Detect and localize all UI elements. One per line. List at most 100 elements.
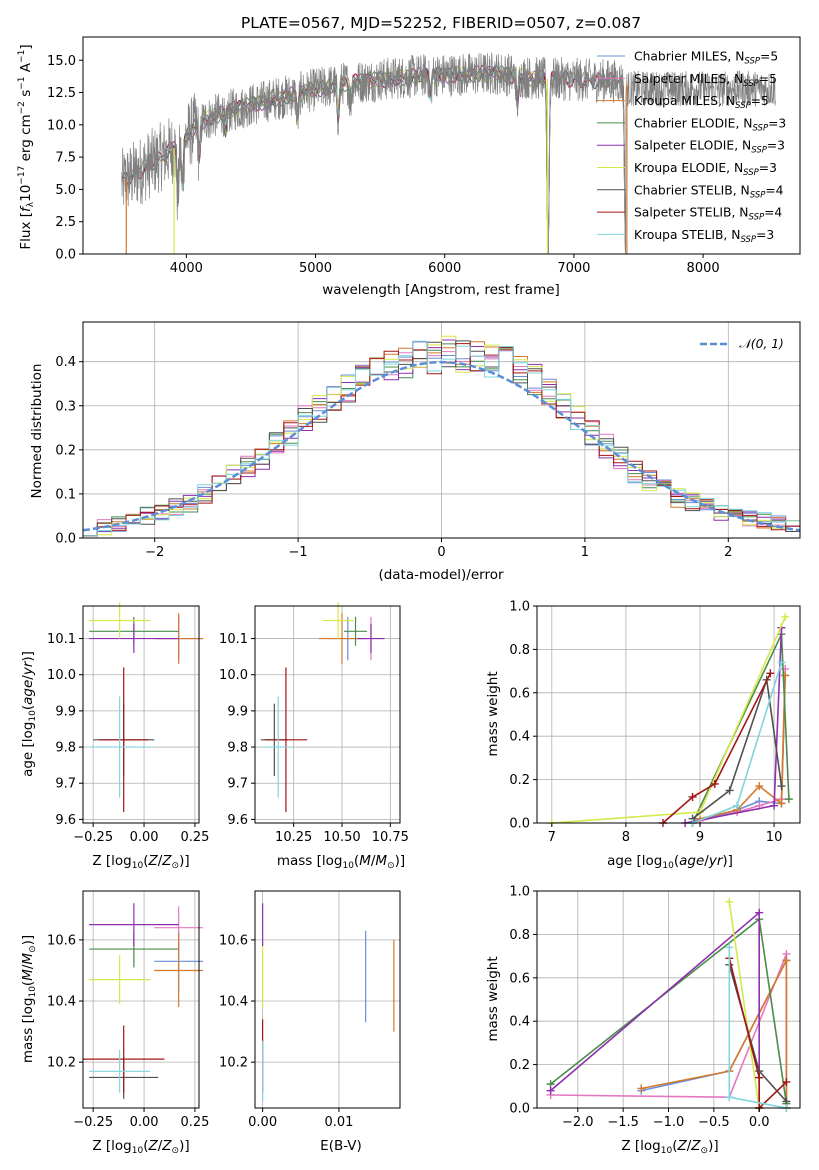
legend-label-salpeter_miles: Salpeter MILES, NSSP=5 xyxy=(634,72,777,89)
z_weight-ytick-label: 0.6 xyxy=(509,971,530,986)
z_weight-xtick-label: −1.0 xyxy=(653,1115,685,1130)
weight-line-kroupa_elodie xyxy=(551,616,786,824)
age_weight-ytick-label: 0.6 xyxy=(509,686,530,701)
weight-marker-kroupa_miles xyxy=(781,671,790,680)
age_weight-ytick-label: 0.4 xyxy=(509,730,530,745)
residuals-ytick-label: 0.1 xyxy=(55,487,76,502)
spectrum-ytick-label: 0.0 xyxy=(55,248,76,263)
z_age-ytick-label: 10.1 xyxy=(47,632,76,647)
z-weight-xlabel: Z [log10(Z/Z⊙)] xyxy=(621,1138,718,1156)
weight-marker-kroupa_elodie xyxy=(781,612,790,621)
z_age-frame xyxy=(82,605,200,824)
age-weight-ylabel: mass weight xyxy=(485,671,501,756)
z_weight-ytick-label: 0.0 xyxy=(509,1102,530,1117)
z_mass-xtick-label: 0.00 xyxy=(130,1115,159,1130)
data-layer xyxy=(83,52,800,1112)
age_weight-ytick-label: 0.0 xyxy=(509,817,530,832)
z_age-ytick-label: 9.7 xyxy=(55,777,76,792)
residuals-plot xyxy=(83,335,800,537)
weight-marker-chabrier_stelib xyxy=(725,786,734,795)
mass_age-xtick-label: 10.50 xyxy=(323,830,360,845)
weight-line-kroupa_elodie xyxy=(728,901,760,1109)
weight-marker-salpeter_stelib xyxy=(766,669,775,678)
weight-line-salpeter_stelib xyxy=(662,672,772,824)
weight-line-salpeter_elodie xyxy=(550,910,760,1108)
residuals-ylabel: Normed distribution xyxy=(29,364,45,499)
residuals-xtick-label: 2 xyxy=(724,545,732,560)
ebv_mass-xtick-label: 0.01 xyxy=(324,1115,353,1130)
z_weight-xtick-label: −1.5 xyxy=(607,1115,639,1130)
z-weight-ylabel: mass weight xyxy=(485,956,501,1041)
age_weight-xtick-label: 10 xyxy=(766,830,783,845)
spectrum-ytick-label: 5.0 xyxy=(55,183,76,198)
z_weight-ytick-label: 0.2 xyxy=(509,1058,530,1073)
weight-marker-kroupa_miles xyxy=(782,956,791,965)
z_weight-xtick-label: −2.0 xyxy=(562,1115,594,1130)
spectrum-xlabel: wavelength [Angstrom, rest frame] xyxy=(322,282,560,298)
z-age-xlabel: Z [log10(Z/Z⊙)] xyxy=(92,853,189,871)
mass_age-frame xyxy=(254,605,401,824)
z_weight-xtick-label: −0.5 xyxy=(698,1115,730,1130)
z_weight-xtick-label: 0.0 xyxy=(749,1115,770,1130)
residual-hist-kroupa_elodie xyxy=(83,335,800,537)
z_age-ytick-label: 9.8 xyxy=(55,741,76,756)
z-mass-xlabel: Z [log10(Z/Z⊙)] xyxy=(92,1138,189,1156)
weight-marker-kroupa_stelib xyxy=(733,801,742,810)
weight-line-chabrier_stelib xyxy=(692,679,783,820)
legend-label-chabrier_miles: Chabrier MILES, NSSP=5 xyxy=(634,50,778,67)
weight-line-salpeter_stelib xyxy=(728,958,787,1110)
age-weight-xlabel: age [log10(age/yr)] xyxy=(607,853,733,871)
mass_age-ytick-label: 9.7 xyxy=(227,777,248,792)
weight-marker-kroupa_stelib xyxy=(725,943,734,952)
weight-marker-salpeter_elodie xyxy=(770,801,779,810)
legend-label-salpeter_elodie: Salpeter ELODIE, NSSP=3 xyxy=(634,139,785,156)
weight-marker-chabrier_stelib xyxy=(777,782,786,791)
age_weight-xtick-label: 8 xyxy=(622,830,630,845)
axes-layer: 4000 5000 6000 7000 80000.02.55.07.510.012.5… xyxy=(47,36,801,1130)
z-age-ylabel: age [log10(age/yr)] xyxy=(20,651,38,777)
residuals-xtick-label: 0 xyxy=(437,545,445,560)
age_weight-frame xyxy=(536,605,801,824)
legend-label-chabrier_elodie: Chabrier ELODIE, NSSP=3 xyxy=(634,116,786,133)
weight-marker-kroupa_stelib xyxy=(725,1093,734,1102)
z_mass-ytick-label: 10.2 xyxy=(47,1056,76,1071)
spectrum-ytick-label: 12.5 xyxy=(47,86,76,101)
residuals-xlabel: (data-model)/error xyxy=(378,567,504,583)
ebv_mass-frame xyxy=(254,890,401,1109)
spectrum-ytick-label: 7.5 xyxy=(55,151,76,166)
spectrum-ytick-label: 10.0 xyxy=(47,118,76,133)
mass_age-ytick-label: 10.0 xyxy=(219,668,248,683)
observed-spectrum xyxy=(121,52,776,254)
z_age-ytick-label: 9.9 xyxy=(55,704,76,719)
spectrum-xtick-label: 5000 xyxy=(299,261,332,276)
weight-line-chabrier_stelib xyxy=(728,964,787,1103)
residuals-legend: 𝒩(0, 1) xyxy=(700,337,784,351)
spectrum-xtick-label: 4000 xyxy=(170,261,203,276)
z_weight-ytick-label: 0.4 xyxy=(509,1015,530,1030)
residuals-ytick-label: 0.4 xyxy=(55,355,76,370)
ebv-mass-xlabel: E(B-V) xyxy=(320,1138,362,1154)
weight-marker-kroupa_miles xyxy=(637,1084,646,1093)
ebv_mass-ytick-label: 10.4 xyxy=(219,995,248,1010)
residuals-xtick-label: −1 xyxy=(289,545,308,560)
ebv_mass-ytick-label: 10.6 xyxy=(219,933,248,948)
age_weight-xtick-label: 9 xyxy=(696,830,704,845)
mass_age-xtick-label: 10.75 xyxy=(372,830,409,845)
residuals-xtick-label: −2 xyxy=(145,545,164,560)
z-mass-ylabel: mass [log10(M/M⊙)] xyxy=(20,935,38,1063)
normal-legend-label: 𝒩(0, 1) xyxy=(739,337,784,351)
weight-marker-salpeter_stelib xyxy=(688,792,697,801)
legend-label-salpeter_stelib: Salpeter STELIB, NSSP=4 xyxy=(634,206,782,223)
weight-marker-kroupa_miles xyxy=(755,782,764,791)
legend-label-chabrier_stelib: Chabrier STELIB, NSSP=4 xyxy=(634,183,784,200)
mass_age-ytick-label: 10.1 xyxy=(219,632,248,647)
residuals-ytick-label: 0.0 xyxy=(55,532,76,547)
spectrum-ytick-label: 15.0 xyxy=(47,54,76,69)
z_mass-frame xyxy=(82,890,200,1109)
weight-marker-salpeter_elodie xyxy=(546,1086,555,1095)
age_weight-ytick-label: 0.2 xyxy=(509,773,530,788)
z_mass-ytick-label: 10.4 xyxy=(47,995,76,1010)
residual-hist-chabrier_stelib xyxy=(83,340,800,537)
spectrum-title: PLATE=0567, MJD=52252, FIBERID=0507, z=0… xyxy=(241,14,641,32)
